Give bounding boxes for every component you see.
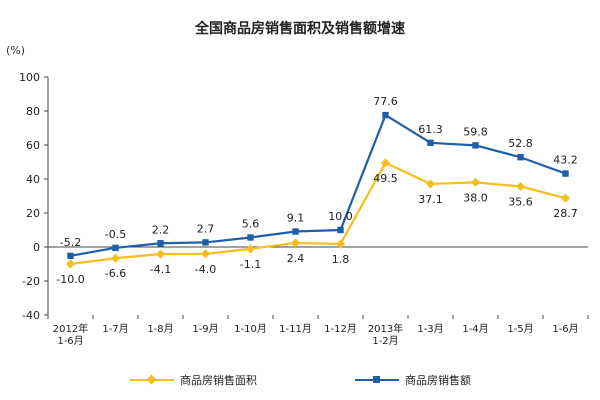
data-point-sales	[472, 142, 479, 149]
data-point-area	[425, 179, 436, 189]
data-point-area	[470, 177, 481, 187]
data-label: -1.1	[240, 258, 261, 271]
legend-item-area: 商品房销售面积	[130, 372, 257, 388]
data-point-sales	[562, 170, 569, 177]
legend-item-sales: 商品房销售额	[355, 372, 471, 388]
data-label: 1.8	[332, 253, 350, 266]
data-label: 38.0	[463, 191, 488, 204]
x-tick-label: 1-12月	[324, 323, 357, 335]
x-tick-label: 2012年 1-6月	[53, 322, 88, 347]
data-point-area	[200, 249, 211, 259]
data-point-area	[155, 249, 166, 259]
data-label: 35.6	[508, 195, 533, 208]
x-tick-label: 1-7月	[102, 323, 128, 335]
data-label: 5.6	[242, 217, 260, 230]
x-tick-label: 1-9月	[192, 323, 218, 335]
legend-label-area: 商品房销售面积	[180, 374, 257, 387]
data-point-area	[110, 253, 121, 263]
data-label: -0.5	[105, 228, 126, 241]
data-label: 2.7	[197, 222, 215, 235]
data-point-sales	[292, 228, 299, 235]
y-tick-label: 80	[26, 105, 40, 118]
data-label: 2.4	[287, 252, 305, 265]
x-tick-label: 1-3月	[417, 323, 443, 335]
data-point-area	[380, 158, 391, 168]
series-line-1	[70, 113, 566, 257]
y-tick-label: 0	[33, 241, 40, 254]
x-tick-label: 1-8月	[147, 323, 173, 335]
data-point-area	[290, 238, 301, 248]
data-label: 43.2	[553, 154, 578, 167]
data-label: 52.8	[508, 137, 533, 150]
data-label: -5.2	[60, 236, 81, 249]
legend-label-sales: 商品房销售额	[405, 374, 471, 387]
data-point-sales	[517, 154, 524, 161]
chart-title: 全国商品房销售面积及销售额增速	[195, 21, 405, 37]
data-point-sales	[247, 234, 254, 241]
y-tick-label: 40	[26, 173, 40, 186]
x-tick-label: 2013年 1-2月	[368, 322, 403, 347]
y-tick-label: 60	[26, 139, 40, 152]
data-label: 61.3	[418, 123, 443, 136]
data-point-sales	[427, 139, 434, 146]
x-tick-label: 1-11月	[279, 323, 312, 335]
data-label: -6.6	[105, 267, 126, 280]
data-point-area	[515, 181, 526, 192]
data-point-sales	[67, 252, 74, 260]
y-tick-label: 20	[26, 207, 40, 220]
x-tick-label: 1-5月	[507, 323, 533, 335]
data-label: -10.0	[56, 273, 84, 286]
y-tick-label: -40	[22, 309, 40, 322]
data-point-sales	[202, 239, 209, 246]
data-label: 10.0	[328, 210, 353, 223]
y-tick-label: 100	[19, 71, 40, 84]
x-tick-label: 1-4月	[462, 323, 488, 335]
data-point-sales	[157, 240, 164, 247]
legend-swatch-area	[130, 374, 174, 385]
data-label: -4.0	[195, 263, 216, 276]
data-point-area	[245, 244, 256, 254]
data-point-sales	[337, 226, 344, 234]
series-line-0	[70, 161, 566, 266]
data-label: 37.1	[418, 193, 443, 206]
data-label: 49.5	[373, 172, 398, 185]
data-point-area	[560, 193, 571, 203]
y-axis-unit: (%)	[6, 44, 26, 57]
data-label: 9.1	[287, 212, 305, 225]
x-tick-label: 1-10月	[234, 323, 267, 335]
data-label: 59.8	[463, 125, 488, 138]
data-point-sales	[382, 111, 389, 119]
data-label: 2.2	[152, 223, 170, 236]
legend-swatch-sales	[355, 375, 399, 385]
y-tick-label: -20	[22, 275, 40, 288]
data-label: -4.1	[150, 263, 171, 276]
x-tick-label: 1-6月	[552, 323, 578, 335]
data-label: 77.6	[373, 95, 398, 108]
data-point-sales	[112, 244, 119, 252]
data-point-area	[65, 259, 76, 269]
data-label: 28.7	[553, 207, 578, 220]
